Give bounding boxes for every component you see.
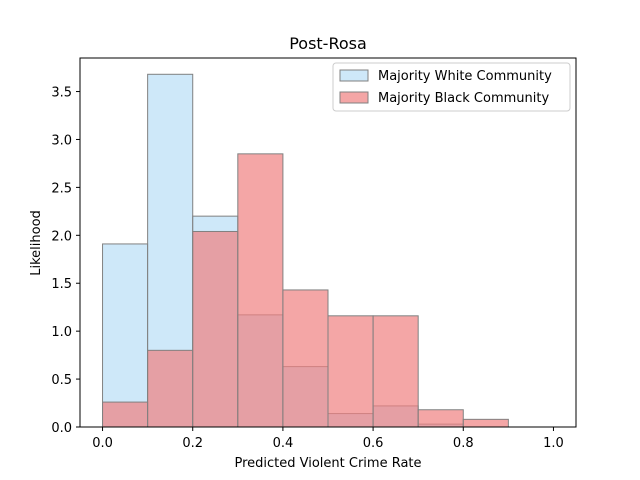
x-tick-label: 0.8: [453, 436, 474, 451]
y-axis-label: Likelihood: [29, 210, 44, 276]
bars-layer: [102, 73, 509, 428]
x-axis-ticks: 0.0 0.2 0.4 0.6 0.8 1.0: [92, 427, 564, 451]
y-tick-label: 0.0: [51, 421, 72, 436]
bar-series-0-bin-0: [102, 243, 149, 428]
bar-series-1-bin-5: [327, 315, 374, 428]
bar-series-1-bin-4: [282, 289, 329, 428]
x-tick-label: 1.0: [543, 436, 564, 451]
chart-title: Post-Rosa: [289, 34, 367, 53]
x-tick-label: 0.2: [182, 436, 203, 451]
legend-swatch-white-community: [339, 69, 369, 82]
legend-frame: [332, 62, 571, 112]
y-tick-label: 0.5: [51, 373, 72, 388]
y-tick-label: 1.5: [51, 277, 72, 292]
y-tick-label: 3.0: [51, 133, 72, 148]
bar-series-1-bin-6: [372, 315, 419, 428]
bar-series-1-bin-8: [462, 418, 509, 428]
y-tick-label: 3.5: [51, 86, 72, 101]
y-tick-label: 1.0: [51, 325, 72, 340]
x-tick-label: 0.4: [273, 436, 294, 451]
bar-series-1-bin-2: [192, 230, 239, 428]
legend-label-black-community: Majority Black Community: [378, 91, 549, 106]
bar-series-1-bin-1: [147, 349, 194, 428]
legend: Majority White Community Majority Black …: [332, 62, 571, 112]
y-tick-label: 2.0: [51, 229, 72, 244]
bar-series-1-bin-3: [237, 153, 284, 428]
bar-series-1-bin-7: [417, 409, 464, 428]
y-tick-label: 2.5: [51, 181, 72, 196]
x-tick-label: 0.6: [363, 436, 384, 451]
x-axis-label: Predicted Violent Crime Rate: [234, 456, 421, 471]
bar-series-1-bin-0: [102, 401, 149, 428]
x-tick-label: 0.0: [92, 436, 113, 451]
legend-swatch-black-community: [339, 91, 369, 104]
legend-label-white-community: Majority White Community: [378, 69, 552, 84]
plot-frame: [79, 57, 577, 428]
y-axis-ticks: 0.0 0.5 1.0 1.5 2.0 2.5 3.0 3.5: [51, 86, 80, 436]
